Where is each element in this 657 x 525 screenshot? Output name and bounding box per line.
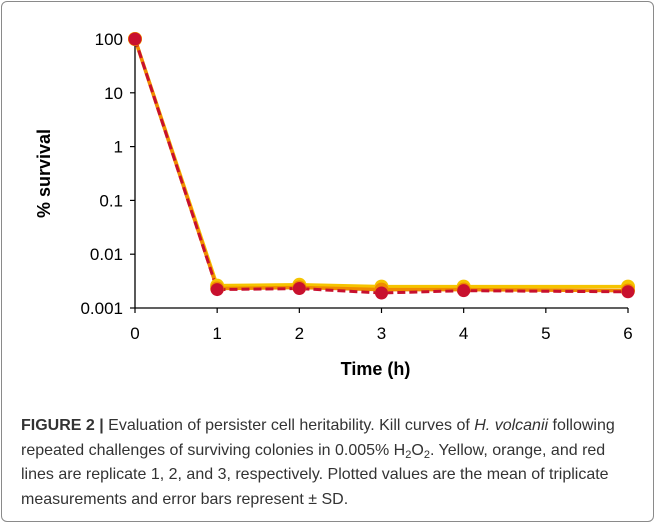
- series-1-line: [133, 38, 628, 289]
- x-tick-label: 6: [623, 324, 632, 343]
- survival-chart: 100 10 1 0.1 0.01 0.001 0 1 2 3 4 5 6 Time (h) % survi…: [34, 30, 635, 379]
- y-tick-label: 0.1: [99, 191, 123, 210]
- series-3-point: [128, 32, 142, 46]
- series-3-line: [133, 38, 629, 295]
- caption-species: H. volcanii: [474, 417, 549, 434]
- x-tick-label: 3: [377, 324, 386, 343]
- y-axis-title: % survival: [34, 129, 54, 218]
- series-3-point: [621, 285, 635, 299]
- y-tick-label: 0.01: [90, 245, 123, 264]
- x-tick-label: 0: [130, 324, 139, 343]
- caption-sub-2: 2: [423, 448, 430, 461]
- series-3-point: [210, 283, 224, 297]
- y-tick-label: 10: [104, 84, 123, 103]
- x-tick-label: 4: [459, 324, 468, 343]
- series-3-point: [457, 284, 471, 298]
- x-axis-title: Time (h): [341, 359, 411, 379]
- y-tick-label: 1: [114, 138, 123, 157]
- caption-text-1: Evaluation of persister cell heritabilit…: [103, 417, 475, 434]
- x-tick-label: 5: [541, 324, 550, 343]
- y-tick-label: 0.001: [80, 299, 123, 318]
- caption-text-2: following repeated challenges of survivi…: [21, 417, 615, 459]
- figure-caption: FIGURE 2 | Evaluation of persister cell …: [21, 414, 641, 512]
- series-2-line: [133, 38, 629, 293]
- x-tick-label: 1: [212, 324, 221, 343]
- figure-label: FIGURE 2 |: [21, 417, 104, 434]
- y-tick-label: 100: [95, 30, 123, 49]
- series-3-point: [375, 286, 388, 300]
- caption-o: O: [411, 441, 424, 459]
- caption-sub-1: 2: [405, 448, 412, 461]
- caption-text-3: . Yellow, orange, and red lines are repl…: [21, 441, 609, 508]
- series-3-point: [292, 282, 306, 296]
- x-tick-label: 2: [295, 324, 304, 343]
